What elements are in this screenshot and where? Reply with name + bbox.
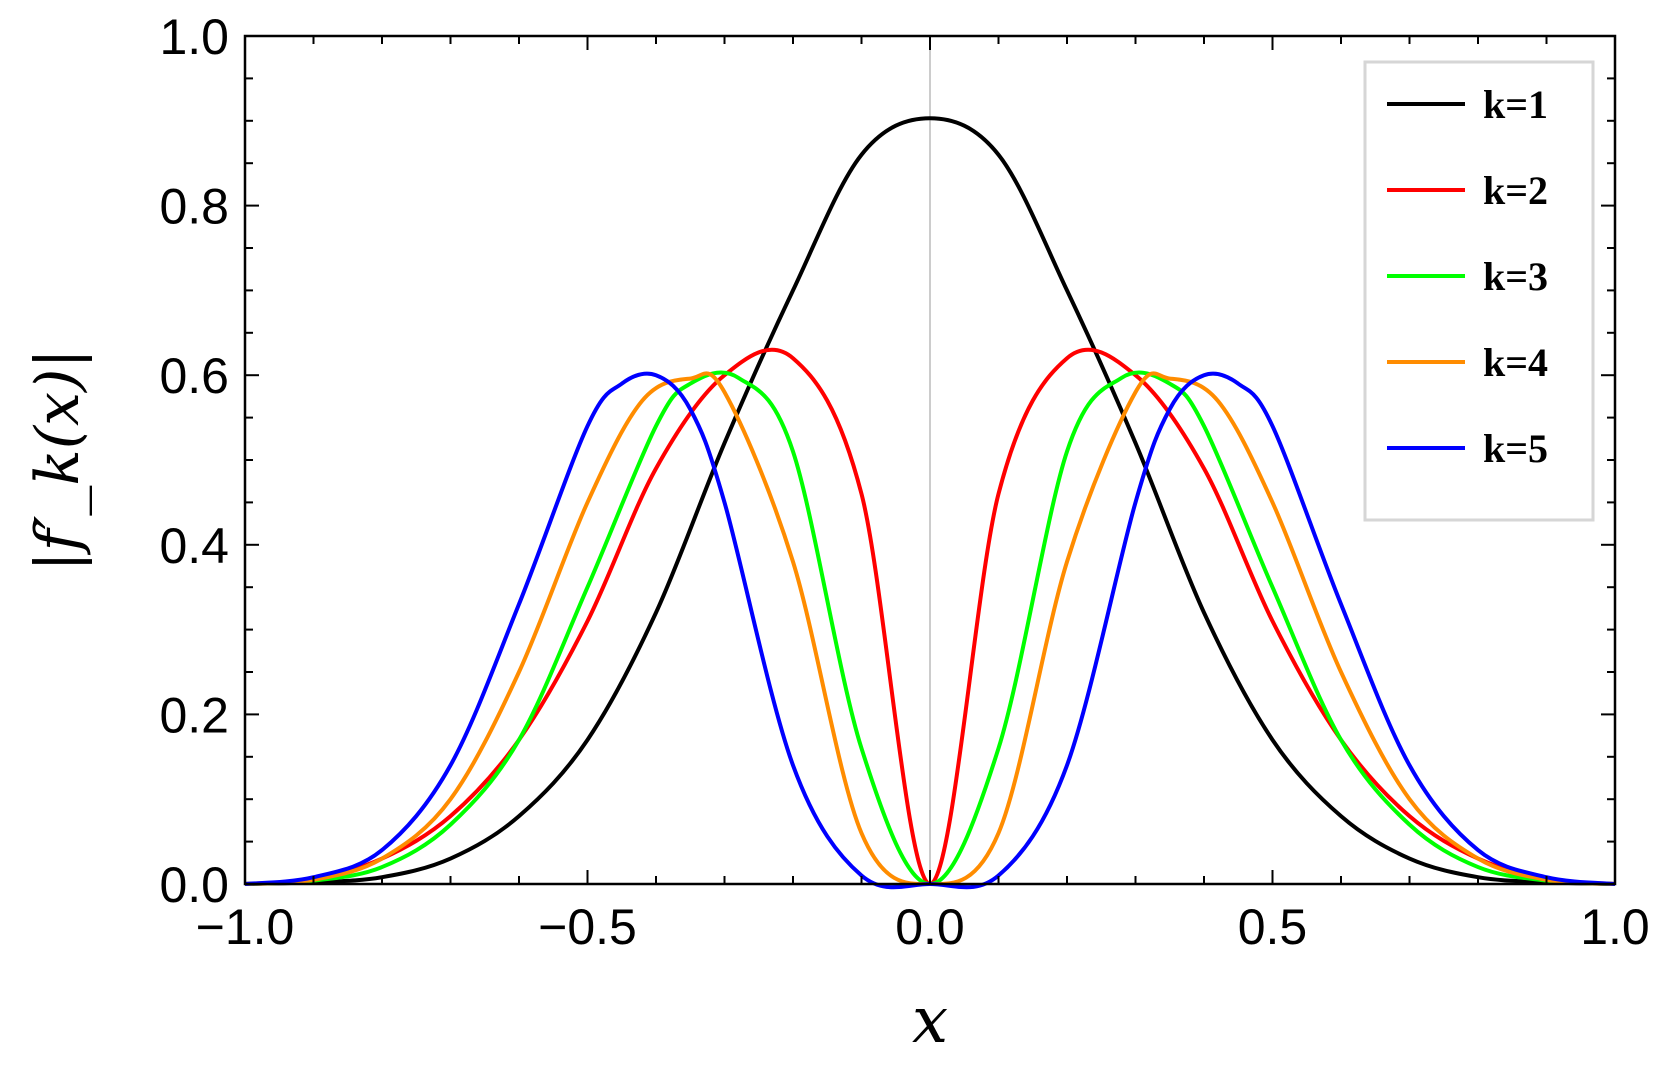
x-tick-label: −0.5 [538, 899, 637, 955]
x-tick-label: 1.0 [1580, 899, 1650, 955]
legend-label-k1: k=1 [1483, 82, 1548, 127]
legend-box [1363, 60, 1595, 522]
legend-label-k4: k=4 [1483, 340, 1548, 385]
y-tick-label: 0.4 [159, 518, 229, 574]
series-line-k1 [244, 116, 1616, 886]
y-tick-label: 0.8 [159, 179, 229, 235]
legend-label-k5: k=5 [1483, 426, 1548, 471]
x-axis-title: x [912, 984, 948, 1058]
x-tick-label: 0.5 [1238, 899, 1308, 955]
legend-label-k3: k=3 [1483, 254, 1548, 299]
x-tick-label: −1.0 [196, 899, 295, 955]
y-tick-label: 0.0 [159, 857, 229, 913]
x-tick-label: 0.0 [895, 899, 965, 955]
legend: k=1 k=2 k=3 k=4 k=5 [1363, 60, 1595, 522]
y-tick-label: 1.0 [159, 9, 229, 65]
axes: −1.0 −0.5 0.0 0.5 1.0 0.0 0.2 0.4 0.6 0.8 1.0 [159, 9, 1649, 955]
y-axis-title: |f′_k(x)| [23, 348, 93, 571]
y-tick-label: 0.2 [159, 687, 229, 743]
legend-label-k2: k=2 [1483, 168, 1548, 213]
y-tick-label: 0.6 [159, 348, 229, 404]
